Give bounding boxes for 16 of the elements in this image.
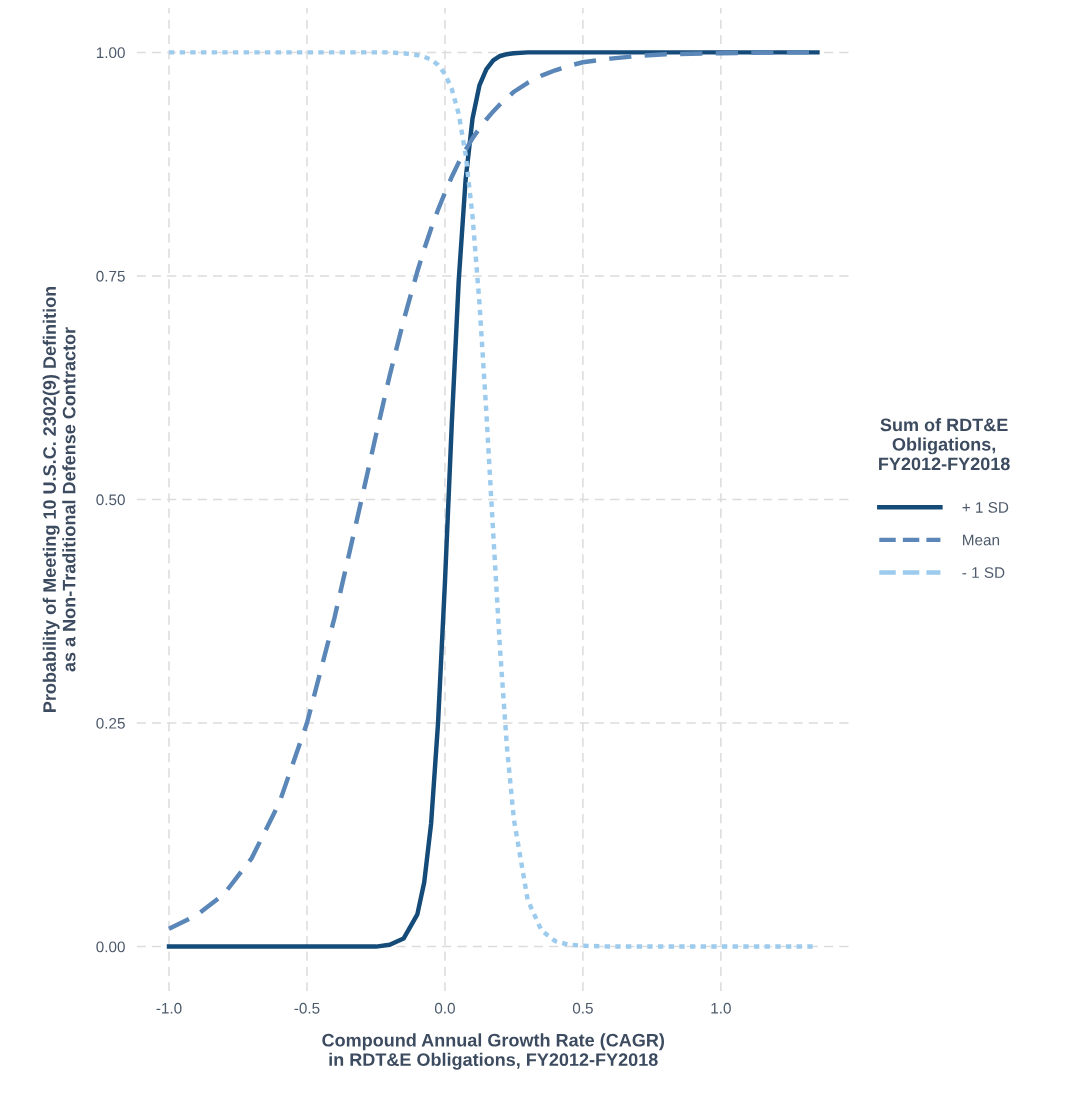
x-tick-label: 0.5 <box>572 1002 593 1014</box>
y-axis-title: Probability of Meeting 10 U.S.C. 2302(9) Definition as a Non-Traditional Defense Contractor <box>42 286 76 712</box>
legend-label: - 1 SD <box>962 567 1005 578</box>
y-tick-label: 1.00 <box>96 47 125 59</box>
x-tick-label: -1.0 <box>156 1002 182 1014</box>
legend-label: + 1 SD <box>962 502 1009 513</box>
x-tick-label: 1.0 <box>711 1002 731 1014</box>
y-tick-label: 0.75 <box>96 270 125 282</box>
legend-label: Mean <box>963 534 1000 546</box>
y-tick-label: 0.00 <box>96 941 125 953</box>
x-tick-label: 0.0 <box>434 1002 455 1014</box>
x-tick-label: -0.5 <box>294 1002 320 1014</box>
y-tick-label: 0.25 <box>96 717 125 729</box>
y-tick-label: 0.50 <box>96 494 125 506</box>
legend-title: Sum of RDT&E Obligations, FY2012-FY2018 <box>879 418 1010 471</box>
x-axis-title: Compound Annual Growth Rate (CAGR) in RDT&E Obligations, FY2012-FY2018 <box>322 1033 664 1070</box>
